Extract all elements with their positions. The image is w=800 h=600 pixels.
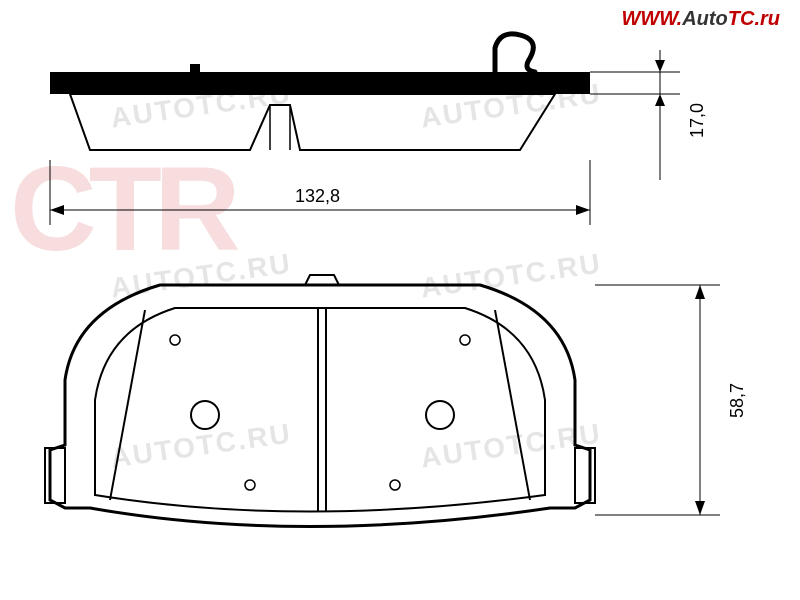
front-view bbox=[45, 275, 595, 527]
dim-thickness bbox=[590, 50, 680, 180]
dim-height-label: 58,7 bbox=[727, 383, 748, 418]
technical-diagram bbox=[0, 0, 800, 600]
dim-height bbox=[595, 285, 720, 515]
top-view bbox=[50, 34, 590, 150]
dim-thickness-label: 17,0 bbox=[687, 103, 708, 138]
dim-width-label: 132,8 bbox=[295, 186, 340, 207]
